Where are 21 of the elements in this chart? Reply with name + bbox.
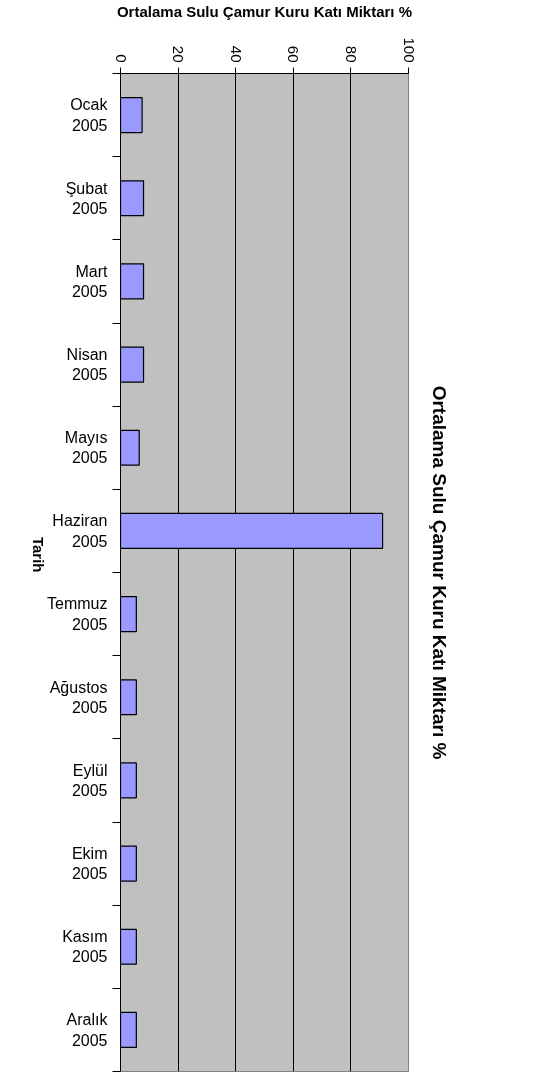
y-tick-label: Şubat 2005 [65,179,109,217]
y-tick-label: Mayıs 2005 [64,429,108,467]
x-tick-label: 60 [285,45,303,63]
x-tick-label: 100 [400,37,418,63]
x-tick-label: 20 [170,45,188,63]
y-tick-label: Haziran 2005 [52,512,108,550]
text: Ortalama Sulu Çamur Kuru Katı Miktarı % [428,385,450,760]
y-tick-label: Ağustos 2005 [49,678,108,716]
y-tick-label: Ocak 2005 [70,96,109,134]
y-tick-label: Ekim 2005 [71,844,108,883]
x-tick-label: 40 [227,45,245,63]
y-axis-title: Tarih [29,536,47,573]
x-tick-label: 80 [342,45,360,63]
x-axis-title: Ortalama Sulu Çamur Kuru Katı Miktarı % [116,3,413,21]
y-tick-label: Temmuz 2005 [47,595,108,633]
y-tick-label: Mart 2005 [71,262,109,301]
y-tick-label: Eylül 2005 [71,761,108,800]
y-tick-label: Kasım 2005 [62,928,108,966]
y-tick-label: Aralık 2005 [66,1011,109,1049]
x-tick-label: 0 [112,54,130,63]
y-tick-label: Nisan 2005 [66,345,108,384]
